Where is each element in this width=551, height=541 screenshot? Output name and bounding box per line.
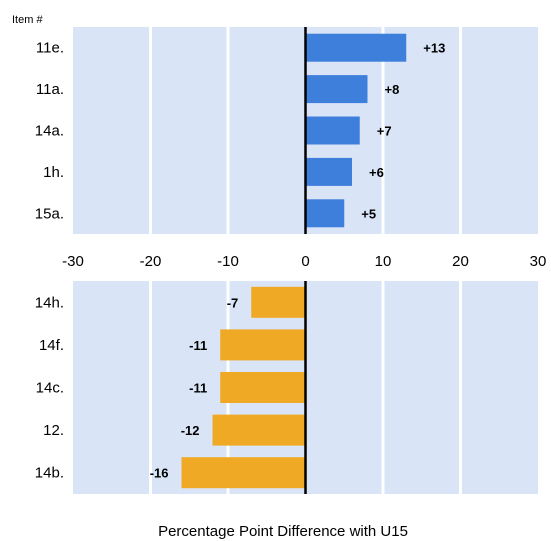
x-axis-ticks: -30 -20 -10 0 10 20 30 [62, 253, 546, 270]
bar [220, 329, 306, 361]
data-label: -16 [150, 466, 169, 481]
bar [305, 116, 360, 145]
x-tick-label: 0 [301, 253, 309, 270]
bar [305, 75, 368, 104]
category-label: 12. [43, 422, 64, 439]
data-label: +5 [361, 206, 376, 221]
data-label: +8 [385, 82, 400, 97]
data-label: +13 [423, 41, 445, 56]
data-label: +7 [377, 124, 392, 139]
top-panel: 11e. +13 11a. +8 14a. +7 1h. +6 15a. +5 [35, 27, 538, 234]
category-label: 11e. [36, 40, 64, 57]
x-tick-label: -20 [140, 253, 162, 270]
bar [305, 157, 352, 186]
category-label: 14c. [36, 380, 64, 397]
category-label: 15a. [35, 205, 64, 222]
item-header-label: Item # [12, 14, 43, 26]
x-tick-label: 20 [452, 253, 469, 270]
data-label: -7 [227, 295, 239, 310]
category-label: 1h. [43, 164, 64, 181]
bar [212, 414, 306, 446]
category-label: 14a. [35, 123, 64, 140]
data-label: -11 [189, 381, 207, 396]
bar [305, 199, 345, 228]
bar [220, 372, 306, 403]
category-label: 14h. [35, 294, 64, 311]
x-tick-label: -10 [217, 253, 239, 270]
bottom-panel: 14h. -7 14f. -11 14c. -11 12. -12 14b. -16 [35, 281, 538, 494]
x-tick-label: -30 [62, 253, 84, 270]
bar [181, 457, 306, 489]
bar [251, 286, 306, 318]
category-label: 11a. [36, 81, 64, 98]
category-label: 14f. [39, 337, 64, 354]
data-label: -12 [181, 423, 200, 438]
data-label: +6 [369, 165, 384, 180]
x-tick-label: 10 [375, 253, 392, 270]
category-label: 14b. [35, 465, 64, 482]
x-tick-label: 30 [530, 253, 547, 270]
x-axis-title: Percentage Point Difference with U15 [158, 523, 408, 540]
bar [305, 33, 407, 62]
data-label: -11 [189, 338, 207, 353]
